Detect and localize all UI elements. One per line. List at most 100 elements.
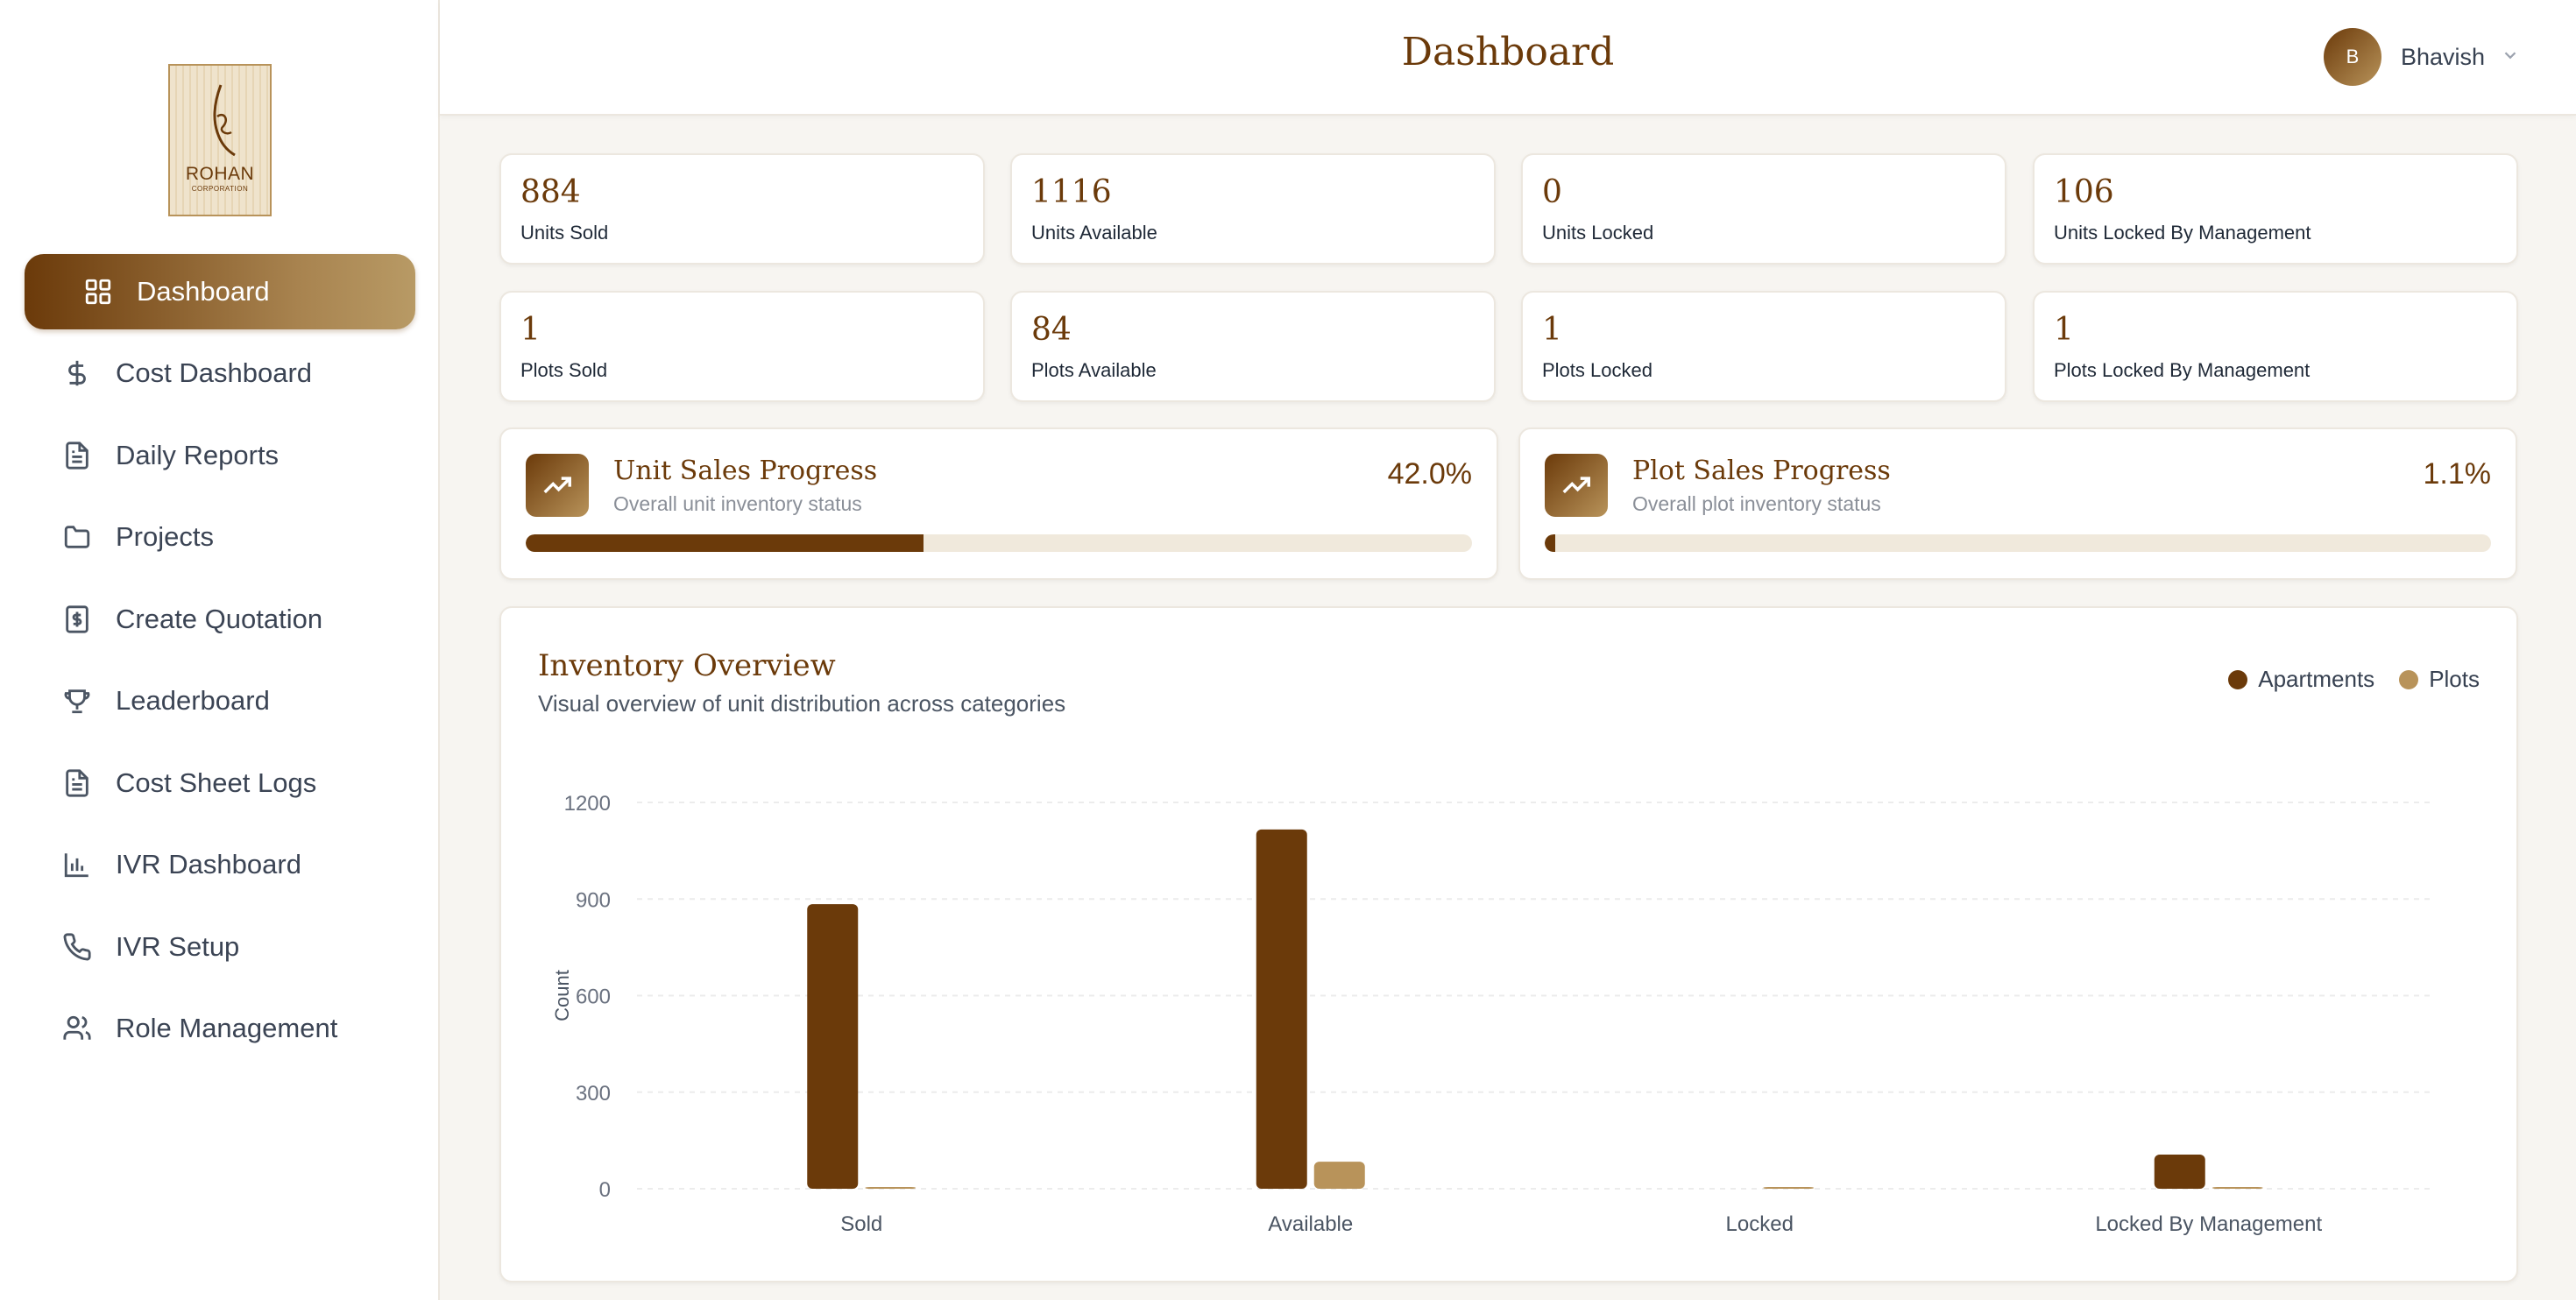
progress-track	[526, 534, 1472, 552]
grid-icon	[81, 274, 116, 309]
legend-swatch	[2399, 669, 2419, 689]
stat-value: 0	[1542, 174, 1562, 210]
y-tick-label: 0	[599, 1178, 611, 1202]
x-tick-label: Sold	[840, 1212, 882, 1236]
y-axis-label: Count	[551, 970, 573, 1021]
stat-card-plots-locked: 1 Plots Locked	[1521, 291, 2006, 402]
stat-label: Plots Locked	[1542, 359, 1652, 381]
dollar-icon	[60, 356, 95, 391]
stat-label: Plots Sold	[520, 359, 608, 381]
legend-swatch	[2228, 669, 2248, 689]
trending-up-icon	[1545, 454, 1608, 517]
trending-up-icon	[526, 454, 589, 517]
stat-value: 84	[1031, 312, 1072, 348]
sidebar-item-leaderboard[interactable]: Leaderboard	[25, 663, 415, 738]
plot-sales-progress-card: Plot Sales Progress Overall plot invento…	[1518, 427, 2517, 580]
y-tick-label: 900	[576, 888, 611, 912]
sidebar-item-label: Cost Dashboard	[116, 357, 313, 388]
stat-card-plots-locked-by-management: 1 Plots Locked By Management	[2033, 291, 2518, 402]
inventory-overview-card: Inventory Overview Visual overview of un…	[499, 606, 2518, 1282]
bar-apartments-available	[1256, 829, 1307, 1189]
y-tick-label: 600	[576, 986, 611, 1009]
sidebar-item-dashboard[interactable]: Dashboard	[25, 254, 415, 329]
sidebar-item-label: Cost Sheet Logs	[116, 767, 317, 798]
stat-value: 1	[2054, 312, 2074, 348]
bar-apartments-locked-by-management	[2154, 1155, 2205, 1189]
chart-title: Inventory Overview	[538, 648, 836, 683]
sidebar-item-cost-sheet-logs[interactable]: Cost Sheet Logs	[25, 745, 415, 821]
sidebar-item-label: Daily Reports	[116, 440, 280, 470]
trophy-icon	[60, 683, 95, 718]
progress-track	[1545, 534, 2491, 552]
sidebar-item-label: Role Management	[116, 1013, 338, 1043]
sidebar-item-cost-dashboard[interactable]: Cost Dashboard	[25, 336, 415, 411]
sidebar-item-label: Dashboard	[137, 276, 270, 307]
bar-plots-available	[1313, 1162, 1365, 1189]
bar-apartments-sold	[807, 904, 859, 1189]
sidebar-item-label: Create Quotation	[116, 604, 323, 634]
x-tick-label: Locked By Management	[2095, 1212, 2322, 1236]
stat-label: Plots Available	[1031, 359, 1157, 381]
stat-label: Units Locked By Management	[2054, 222, 2311, 244]
progress-fill	[1545, 534, 1555, 552]
stat-value: 106	[2054, 174, 2114, 210]
stat-card-units-locked: 0 Units Locked	[1521, 153, 2006, 265]
stat-card-units-available: 1116 Units Available	[1010, 153, 1496, 265]
sidebar-item-label: Leaderboard	[116, 685, 270, 716]
progress-title: Plot Sales Progress	[1632, 456, 1891, 486]
stat-label: Plots Locked By Management	[2054, 359, 2311, 381]
progress-subtitle: Overall unit inventory status	[613, 492, 862, 515]
progress-title: Unit Sales Progress	[613, 456, 878, 486]
sidebar: ROHAN CORPORATION Dashboard Cost Dashboa…	[0, 0, 440, 1300]
legend-label: Apartments	[2258, 666, 2375, 692]
sidebar-item-daily-reports[interactable]: Daily Reports	[25, 418, 415, 493]
sidebar-item-label: IVR Dashboard	[116, 849, 301, 880]
users-icon	[60, 1011, 95, 1046]
bar-plots-locked-by-management	[2212, 1187, 2263, 1189]
company-logo[interactable]: ROHAN CORPORATION	[168, 64, 272, 216]
stat-card-plots-available: 84 Plots Available	[1010, 291, 1496, 402]
document-icon	[60, 766, 95, 801]
unit-sales-progress-card: Unit Sales Progress Overall unit invento…	[499, 427, 1498, 580]
stat-value: 1116	[1031, 174, 1112, 210]
stat-card-units-locked-by-management: 106 Units Locked By Management	[2033, 153, 2518, 265]
bar-plots-locked	[1763, 1187, 1815, 1189]
legend-item-apartments[interactable]: Apartments	[2228, 666, 2374, 693]
stat-value: 1	[520, 312, 541, 348]
y-tick-label: 300	[576, 1082, 611, 1106]
logo-brand-text: ROHAN	[185, 164, 255, 184]
progress-percent: 1.1%	[2423, 457, 2492, 491]
legend-item-plots[interactable]: Plots	[2399, 666, 2480, 693]
sidebar-item-ivr-dashboard[interactable]: IVR Dashboard	[25, 827, 415, 902]
sidebar-item-role-management[interactable]: Role Management	[25, 991, 415, 1066]
top-bar: Dashboard B Bhavish	[440, 0, 2576, 116]
chart-subtitle: Visual overview of unit distribution acr…	[538, 690, 1066, 717]
chevron-down-icon[interactable]	[2501, 46, 2520, 69]
chart-legend: Apartments Plots	[2204, 666, 2480, 693]
progress-percent: 42.0%	[1387, 457, 1472, 491]
x-tick-label: Locked	[1726, 1212, 1794, 1236]
inventory-bar-chart: 0 300 600 900 1200 Count Sold Available Locked Lo…	[551, 792, 2433, 1236]
sidebar-item-label: IVR Setup	[116, 931, 240, 962]
page-title: Dashboard	[1401, 30, 1615, 74]
user-menu[interactable]: B Bhavish	[2323, 28, 2520, 86]
folder-icon	[60, 519, 95, 555]
legend-label: Plots	[2429, 666, 2480, 692]
x-tick-label: Available	[1268, 1212, 1353, 1236]
avatar[interactable]: B	[2323, 28, 2381, 86]
progress-subtitle: Overall plot inventory status	[1632, 492, 1881, 515]
sidebar-item-projects[interactable]: Projects	[25, 499, 415, 575]
stat-label: Units Locked	[1542, 222, 1654, 244]
receipt-dollar-icon	[60, 602, 95, 637]
user-name[interactable]: Bhavish	[2400, 43, 2485, 70]
bar-plots-sold	[865, 1187, 916, 1189]
phone-icon	[60, 929, 95, 964]
stat-value: 1	[1542, 312, 1562, 348]
document-icon	[60, 438, 95, 473]
logo-mark-icon	[213, 84, 236, 157]
stat-card-units-sold: 884 Units Sold	[499, 153, 985, 265]
stat-label: Units Available	[1031, 222, 1157, 244]
sidebar-item-ivr-setup[interactable]: IVR Setup	[25, 909, 415, 985]
sidebar-item-create-quotation[interactable]: Create Quotation	[25, 582, 415, 657]
bar-chart-icon	[60, 847, 95, 882]
